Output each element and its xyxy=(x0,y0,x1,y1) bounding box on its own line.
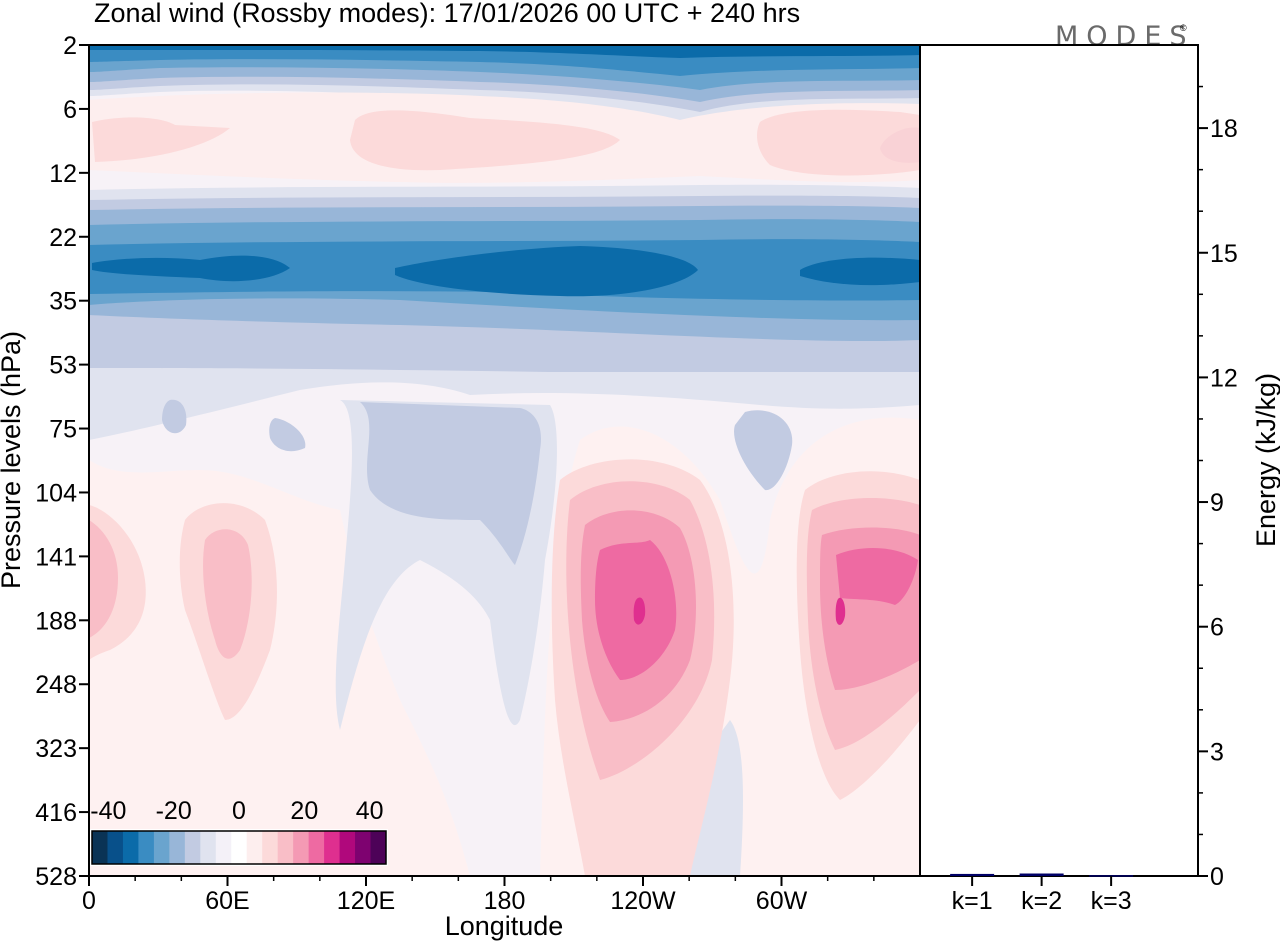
energy-axis-label: Energy (kJ/kg) xyxy=(1251,373,1280,547)
colorbar-swatch xyxy=(184,831,201,864)
energy-tick-label: 3 xyxy=(1210,738,1224,766)
energy-category-label: k=2 xyxy=(1021,887,1062,915)
pressure-tick-label: 416 xyxy=(35,799,77,827)
energy-plot-frame xyxy=(919,44,1199,877)
contour-pink-jet-center-core xyxy=(633,597,646,625)
pressure-tick-label: 12 xyxy=(49,160,77,188)
colorbar-swatch xyxy=(200,831,217,864)
pressure-tick-label: 323 xyxy=(35,735,77,763)
pressure-tick-label: 528 xyxy=(35,863,77,891)
energy-bars: k=1 k=2 k=3 xyxy=(950,873,1134,915)
energy-category-label: k=1 xyxy=(952,887,993,915)
longitude-tick-label: 180 xyxy=(484,887,526,915)
colorbar-swatch xyxy=(231,831,248,864)
colorbar-swatch xyxy=(308,831,325,864)
longitude-tick-label: 120E xyxy=(337,887,395,915)
contour-pink-jet-60e-core xyxy=(203,529,252,659)
longitude-tick-label: 60W xyxy=(756,887,808,915)
colorbar-swatch xyxy=(370,831,387,864)
contour-pink-jet-left-core xyxy=(89,520,118,638)
y-axis-label: Pressure levels (hPa) xyxy=(0,331,26,589)
x-axis-label: Longitude xyxy=(445,911,564,941)
contour-pink-upper-left xyxy=(92,117,230,162)
pressure-tick-label: 35 xyxy=(49,288,77,316)
colorbar-swatch xyxy=(107,831,124,864)
pressure-tick-label: 6 xyxy=(63,96,77,124)
energy-category-label: k=3 xyxy=(1091,887,1132,915)
energy-axis: 0 3 6 9 12 15 18 xyxy=(1198,85,1238,891)
colorbar-swatch xyxy=(169,831,186,864)
pressure-tick-label: 104 xyxy=(35,479,77,507)
colorbar-swatch xyxy=(122,831,139,864)
contour-pink-upper-right xyxy=(757,109,920,176)
pressure-tick-label: 141 xyxy=(35,543,77,571)
colorbar-swatch xyxy=(215,831,232,864)
energy-tick-label: 12 xyxy=(1210,364,1238,392)
contour-blue-mid-core-center xyxy=(395,246,698,297)
pressure-axis: 2 6 12 22 35 53 75 104 141 188 248 323 416 528 xyxy=(35,32,89,891)
contour-blue-blob-right xyxy=(734,410,793,491)
colorbar-swatch xyxy=(262,831,279,864)
colorbar-swatch xyxy=(92,831,108,864)
contour-light-bottom-left xyxy=(380,854,430,876)
colorbar-swatch xyxy=(293,831,310,864)
pressure-tick-label: 188 xyxy=(35,607,77,635)
contour-pink-upper-mid xyxy=(350,110,620,171)
contour-blue-mid-core-left xyxy=(92,255,290,282)
longitude-axis: 0 60E 120E 180 120W 60W xyxy=(82,876,875,915)
contour-pink-jet-right-core xyxy=(835,597,846,625)
colorbar-swatch xyxy=(355,831,372,864)
pressure-tick-label: 248 xyxy=(35,671,77,699)
colorbar-swatch xyxy=(246,831,263,864)
colorbar-tick-label: 40 xyxy=(356,797,384,825)
colorbar-swatch xyxy=(324,831,341,864)
contour-blue-blob-left xyxy=(162,399,187,434)
contour-pink-jet-right-l4 xyxy=(836,548,918,605)
colorbar-swatch xyxy=(339,831,356,864)
contour-blue-lower-center-deep xyxy=(360,402,541,565)
contour-field xyxy=(89,45,920,876)
longitude-tick-label: 0 xyxy=(82,887,96,915)
colorbar-tick-label: 20 xyxy=(290,797,318,825)
colorbar-tick-label: -40 xyxy=(90,797,126,825)
chart-title: Zonal wind (Rossby modes): 17/01/2026 00… xyxy=(94,0,800,28)
logo-copyright-mark: © xyxy=(1180,23,1187,33)
energy-bar xyxy=(950,873,995,876)
colorbar-frame xyxy=(91,830,387,865)
contour-blue-top-6 xyxy=(89,45,920,58)
energy-tick-label: 0 xyxy=(1210,863,1224,891)
pressure-tick-label: 2 xyxy=(63,32,77,60)
modes-logo: MODES xyxy=(1055,21,1195,52)
colorbar: -40 -20 0 20 40 xyxy=(90,797,388,866)
colorbar-tick-label: 0 xyxy=(232,797,246,825)
pressure-tick-label: 75 xyxy=(49,416,77,444)
colorbar-swatch xyxy=(153,831,170,864)
longitude-tick-label: 120W xyxy=(610,887,676,915)
colorbar-swatch xyxy=(138,831,155,864)
colorbar-tick-label: -20 xyxy=(156,797,192,825)
contour-blue-blob-left2 xyxy=(269,418,306,452)
pressure-tick-label: 53 xyxy=(49,352,77,380)
energy-tick-label: 6 xyxy=(1210,614,1224,642)
energy-bar xyxy=(1089,875,1134,877)
longitude-tick-label: 60E xyxy=(205,887,249,915)
contour-pink-upper-right-core xyxy=(880,127,920,163)
energy-tick-label: 18 xyxy=(1210,115,1238,143)
contour-blue-lower-tongue xyxy=(89,372,920,440)
energy-tick-label: 15 xyxy=(1210,240,1238,268)
contour-blue-mid-core-right xyxy=(800,257,920,286)
colorbar-swatch xyxy=(277,831,294,864)
pressure-tick-label: 22 xyxy=(49,224,77,252)
energy-tick-label: 9 xyxy=(1210,489,1224,517)
energy-bar xyxy=(1019,873,1064,876)
